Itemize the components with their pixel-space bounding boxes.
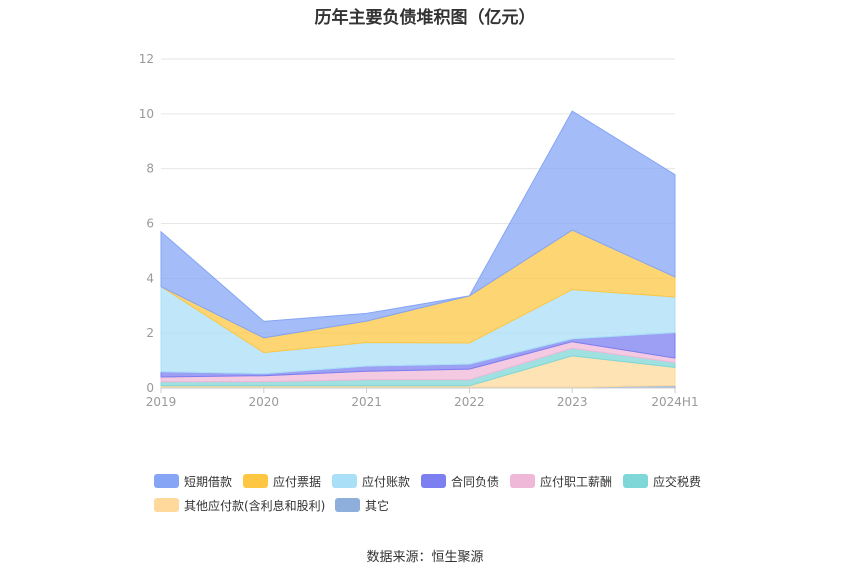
- y-axis: 0 2 4 6 8 10 12: [139, 52, 154, 395]
- legend-swatch: [510, 474, 535, 488]
- y-tick-label: 4: [146, 271, 154, 285]
- legend-swatch: [335, 498, 360, 512]
- legend-swatch: [154, 474, 179, 488]
- legend-item[interactable]: 其他应付款(含利息和股利): [154, 496, 325, 514]
- chart-title: 历年主要负债堆积图（亿元）: [314, 8, 536, 28]
- legend-label: 应付职工薪酬: [540, 474, 613, 489]
- legend-swatch: [421, 474, 446, 488]
- legend-swatch: [623, 474, 648, 488]
- y-tick-label: 8: [146, 162, 154, 176]
- y-tick-label: 0: [146, 381, 154, 395]
- y-tick-label: 12: [139, 52, 154, 66]
- legend-label: 其他应付款(含利息和股利): [184, 498, 326, 513]
- legend-item[interactable]: 应付职工薪酬: [510, 472, 612, 490]
- data-source: 数据来源：恒生聚源: [366, 550, 484, 565]
- area-7: [160, 110, 676, 339]
- legend-item[interactable]: 合同负债: [421, 472, 499, 490]
- legend-item[interactable]: 应付票据: [243, 472, 321, 490]
- legend-label: 应付账款: [362, 474, 411, 489]
- legend-item[interactable]: 应付账款: [332, 472, 410, 490]
- x-tick-label: 2024H1: [651, 395, 698, 409]
- legend-label: 其它: [365, 498, 390, 513]
- area-series: [160, 110, 676, 389]
- x-axis: 2019 2020 2021 2022 2023 2024H1: [146, 387, 699, 409]
- legend-swatch: [332, 474, 357, 488]
- x-tick-label: 2022: [454, 395, 485, 409]
- legend-item[interactable]: 其它: [335, 496, 389, 514]
- legend-label: 应交税费: [653, 474, 702, 489]
- legend-item[interactable]: 应交税费: [623, 472, 701, 490]
- y-tick-label: 6: [146, 217, 154, 231]
- legend-label: 短期借款: [184, 474, 233, 489]
- x-tick-label: 2021: [351, 395, 382, 409]
- x-tick-label: 2019: [146, 395, 177, 409]
- legend-item[interactable]: 短期借款: [154, 472, 232, 490]
- y-tick-label: 10: [139, 107, 154, 121]
- y-tick-label: 2: [146, 326, 154, 340]
- legend-swatch: [243, 474, 268, 488]
- legend-swatch: [154, 498, 179, 512]
- x-tick-label: 2023: [557, 395, 588, 409]
- x-tick-label: 2020: [249, 395, 280, 409]
- legend-label: 应付票据: [273, 474, 322, 489]
- legend-label: 合同负债: [451, 474, 500, 489]
